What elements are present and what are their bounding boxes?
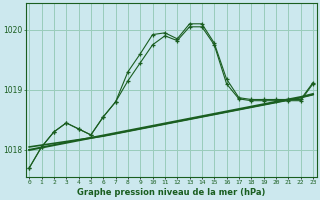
X-axis label: Graphe pression niveau de la mer (hPa): Graphe pression niveau de la mer (hPa): [77, 188, 265, 197]
